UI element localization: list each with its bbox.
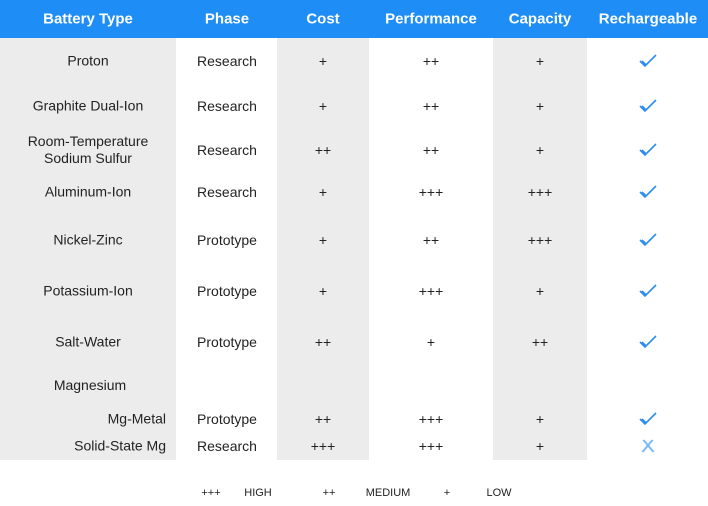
- column-header: Performance: [385, 10, 477, 28]
- battery-name: Potassium-Ion: [43, 282, 133, 299]
- battery-name: Proton: [67, 52, 109, 69]
- column-shade: [277, 38, 369, 460]
- cell-cost: +: [318, 53, 328, 69]
- legend-label: HIGH: [244, 487, 272, 499]
- cell-capacity: +++: [527, 184, 553, 200]
- cell-cost: +: [318, 98, 328, 114]
- column-shade: [493, 38, 587, 460]
- battery-name: Salt-Water: [55, 333, 121, 350]
- check-icon: [639, 284, 657, 298]
- cell-capacity: +: [535, 283, 545, 299]
- cell-performance: ++: [422, 98, 440, 114]
- column-header: Rechargeable: [598, 10, 698, 28]
- cell-cost: ++: [314, 334, 332, 350]
- cell-cost: +: [318, 232, 328, 248]
- cell-phase: Research: [197, 142, 257, 158]
- battery-name: Solid-State Mg: [74, 437, 166, 454]
- legend-symbol: +++: [201, 487, 221, 499]
- battery-name: Aluminum-Ion: [44, 183, 132, 200]
- cell-capacity: +: [535, 98, 545, 114]
- battery-name: Mg-Metal: [107, 410, 166, 427]
- check-icon: [639, 99, 657, 113]
- battery-name: Graphite Dual-Ion: [32, 97, 144, 114]
- column-header: Phase: [204, 10, 250, 28]
- cell-performance: +++: [418, 411, 444, 427]
- check-icon: [639, 54, 657, 68]
- cell-phase: Research: [197, 438, 257, 454]
- check-icon: [639, 143, 657, 157]
- cell-capacity: +: [535, 438, 545, 454]
- cell-performance: +++: [418, 283, 444, 299]
- cell-performance: +++: [418, 184, 444, 200]
- cell-phase: Prototype: [197, 411, 257, 427]
- cell-capacity: ++: [531, 334, 549, 350]
- cell-capacity: +: [535, 142, 545, 158]
- check-icon: [639, 412, 657, 426]
- battery-name: Nickel-Zinc: [53, 231, 123, 248]
- cell-performance: ++: [422, 232, 440, 248]
- cell-capacity: +++: [527, 232, 553, 248]
- group-label: Magnesium: [53, 377, 127, 393]
- cell-cost: +: [318, 184, 328, 200]
- check-icon: [639, 185, 657, 199]
- cell-capacity: +: [535, 411, 545, 427]
- cell-cost: ++: [314, 142, 332, 158]
- cross-icon: [641, 439, 655, 453]
- cell-phase: Prototype: [197, 232, 257, 248]
- cell-performance: ++: [422, 53, 440, 69]
- cell-cost: +: [318, 283, 328, 299]
- check-icon: [639, 233, 657, 247]
- cell-phase: Prototype: [197, 283, 257, 299]
- cell-phase: Research: [197, 53, 257, 69]
- cell-performance: ++: [422, 142, 440, 158]
- cell-performance: +++: [418, 438, 444, 454]
- column-header: Battery Type: [43, 10, 133, 28]
- cell-phase: Prototype: [197, 334, 257, 350]
- column-shade: [0, 38, 176, 460]
- cell-cost: ++: [314, 411, 332, 427]
- cell-capacity: +: [535, 53, 545, 69]
- column-header: Capacity: [508, 10, 572, 28]
- legend-label: LOW: [486, 487, 512, 499]
- cell-cost: +++: [310, 438, 336, 454]
- column-header: Cost: [306, 10, 340, 28]
- battery-name: Room-Temperature Sodium Sulfur: [27, 133, 149, 166]
- header-bar: [0, 0, 708, 38]
- cell-phase: Research: [197, 184, 257, 200]
- legend-symbol: ++: [322, 487, 336, 499]
- legend-label: MEDIUM: [365, 487, 411, 499]
- cell-performance: +: [426, 334, 436, 350]
- cell-phase: Research: [197, 98, 257, 114]
- check-icon: [639, 335, 657, 349]
- legend-symbol: +: [443, 487, 451, 499]
